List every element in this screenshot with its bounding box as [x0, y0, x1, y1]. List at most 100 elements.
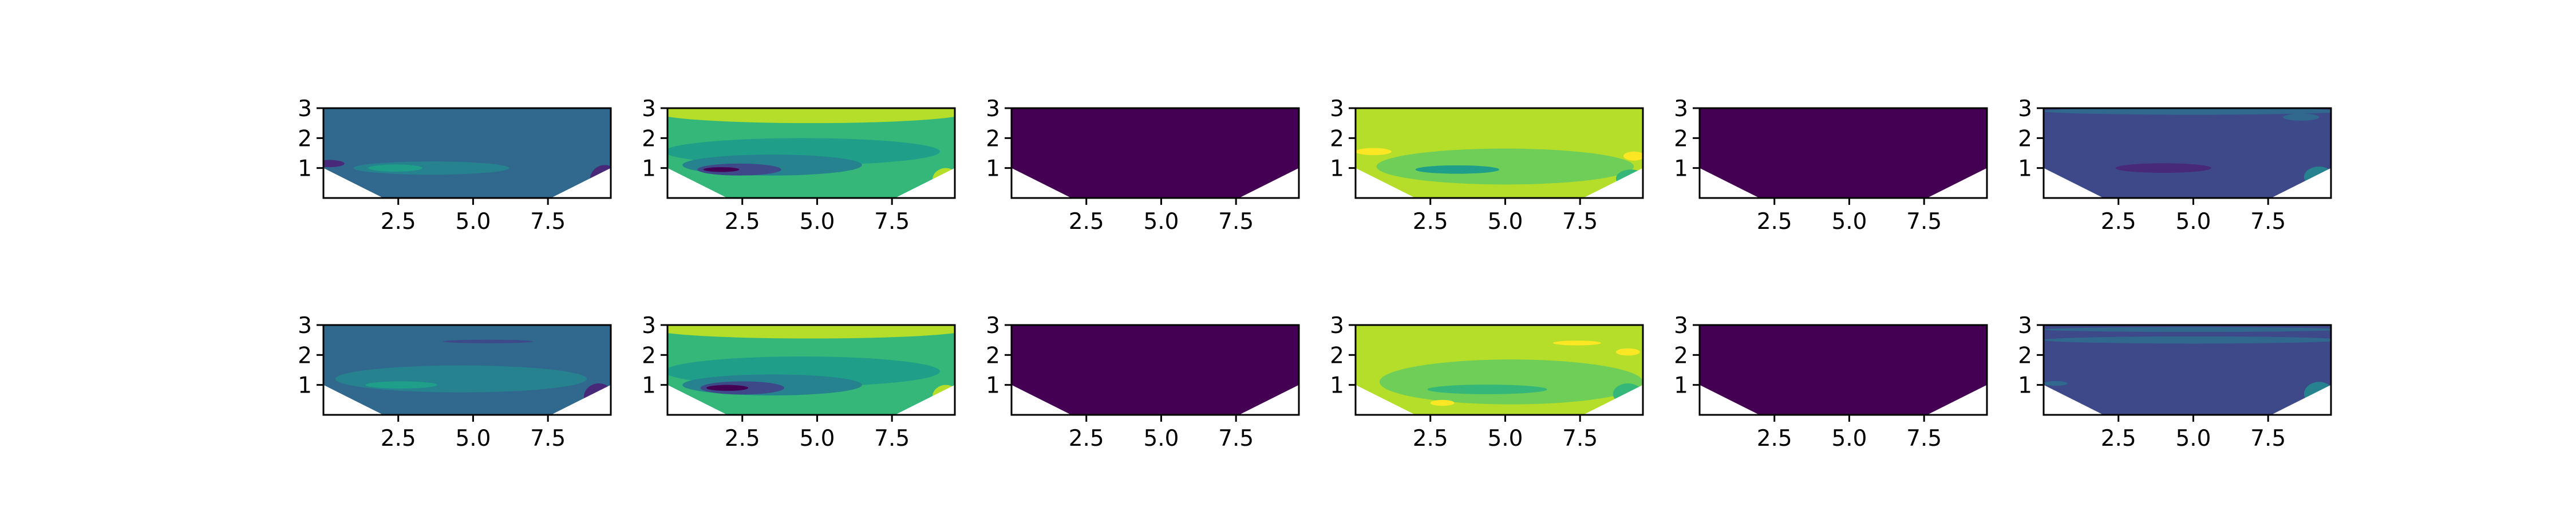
- x-tick-label: 2.5: [1757, 209, 1792, 235]
- axes-frame: [1010, 324, 1300, 416]
- contour-region: [2283, 113, 2320, 121]
- axes-frame: [1354, 324, 1644, 416]
- masked-domain-region: [667, 385, 955, 415]
- masked-domain-region: [1700, 168, 1987, 198]
- y-tick-label: 2: [1674, 126, 1688, 152]
- contour-base-level: [323, 108, 611, 198]
- contour-region: [1430, 399, 1455, 406]
- x-tick-label: 7.5: [1562, 426, 1598, 451]
- x-tick-label: 7.5: [1218, 426, 1254, 451]
- x-tick-label: 7.5: [1562, 209, 1598, 235]
- x-tick-label: 7.5: [530, 426, 566, 451]
- x-tick-label: 2.5: [381, 209, 416, 235]
- x-tick-label: 5.0: [2175, 209, 2211, 235]
- axes-frame: [1354, 107, 1644, 199]
- contour-panel-row1-col3: 2.5 5.0 7.5 1 2 3: [986, 96, 1300, 235]
- contour-region: [335, 365, 587, 393]
- y-tick-label: 3: [1330, 313, 1344, 339]
- x-tick-label: 7.5: [1906, 209, 1942, 235]
- axes-frame: [322, 107, 612, 199]
- y-tick-label: 2: [2018, 343, 2032, 369]
- x-tick-label: 2.5: [1413, 426, 1448, 451]
- y-tick-label: 2: [2018, 126, 2032, 152]
- contour-panel-row2-col2: 2.5 5.0 7.5 1 2 3: [642, 313, 956, 451]
- x-tick-label: 5.0: [1143, 426, 1179, 451]
- contour-region: [2044, 327, 2331, 332]
- contour-panel-row1-col4: 2.5 5.0 7.5 1 2 3: [1330, 96, 1644, 235]
- contour-region: [368, 164, 422, 172]
- contour-base-level: [1012, 108, 1299, 198]
- x-tick-label: 2.5: [725, 209, 760, 235]
- x-tick-label: 5.0: [1487, 426, 1523, 451]
- masked-domain-region: [1012, 168, 1299, 198]
- contour-fill: [1012, 325, 1299, 415]
- x-tick-label: 5.0: [455, 426, 491, 451]
- y-tick-label: 1: [298, 373, 312, 399]
- contour-fill: [1356, 108, 1643, 198]
- contour-base-level: [1700, 108, 1987, 198]
- axes-frame: [1698, 324, 1988, 416]
- y-tick-label: 3: [986, 313, 1000, 339]
- y-tick-label: 3: [1674, 96, 1688, 122]
- y-tick-label: 3: [1674, 313, 1688, 339]
- contour-region: [1356, 148, 1392, 156]
- masked-domain-region: [2044, 168, 2331, 198]
- y-tick-label: 1: [1330, 156, 1344, 182]
- contour-fill: [1356, 325, 1643, 415]
- axes-frame: [1010, 107, 1300, 199]
- contour-region: [1615, 348, 1640, 356]
- y-tick-label: 1: [986, 373, 1000, 399]
- x-tick-label: 5.0: [1831, 209, 1867, 235]
- masked-domain-region: [1012, 385, 1299, 415]
- contour-fill: [2044, 325, 2331, 415]
- x-tick-label: 2.5: [1069, 209, 1104, 235]
- y-tick-label: 2: [1674, 343, 1688, 369]
- contour-region: [1376, 148, 1634, 185]
- y-tick-label: 1: [642, 156, 656, 182]
- contour-region: [667, 108, 955, 124]
- panel-grid: 2.5 5.0 7.5 1 2 3 2.5 5.0 7.5 1 2 3 2.5 5.0 7.5 1 2 3 2.5 5…: [298, 96, 2332, 451]
- contour-panel-row1-col1: 2.5 5.0 7.5 1 2 3: [298, 96, 612, 235]
- x-tick-label: 2.5: [1757, 426, 1792, 451]
- x-tick-label: 5.0: [1487, 209, 1523, 235]
- y-tick-label: 2: [1330, 126, 1344, 152]
- y-tick-label: 3: [642, 96, 656, 122]
- contour-region: [443, 339, 534, 343]
- masked-domain-region: [2044, 385, 2331, 415]
- contour-fill: [323, 325, 611, 415]
- axes-frame: [666, 324, 956, 416]
- y-tick-label: 1: [2018, 373, 2032, 399]
- contour-panel-row1-col2: 2.5 5.0 7.5 1 2 3: [642, 96, 956, 235]
- contour-region: [2044, 108, 2331, 115]
- contour-fill: [1700, 325, 1987, 415]
- contour-region: [703, 167, 740, 172]
- x-tick-label: 7.5: [874, 426, 910, 451]
- contour-base-level: [1012, 325, 1299, 415]
- contour-region: [323, 160, 345, 168]
- y-tick-label: 3: [298, 313, 312, 339]
- y-tick-label: 1: [1674, 373, 1688, 399]
- masked-domain-region: [1700, 385, 1987, 415]
- masked-domain-region: [323, 168, 611, 198]
- contour-panel-row2-col3: 2.5 5.0 7.5 1 2 3: [986, 313, 1300, 451]
- contour-fill: [2044, 108, 2331, 198]
- contour-region: [1415, 165, 1500, 174]
- y-tick-label: 2: [642, 126, 656, 152]
- contour-panel-row2-col5: 2.5 5.0 7.5 1 2 3: [1674, 313, 1988, 451]
- x-tick-label: 2.5: [2101, 426, 2136, 451]
- axes-frame: [2042, 107, 2332, 199]
- contour-panel-row2-col6: 2.5 5.0 7.5 1 2 3: [2018, 313, 2332, 451]
- contour-region: [1553, 340, 1601, 346]
- contour-panel-row1-col5: 2.5 5.0 7.5 1 2 3: [1674, 96, 1988, 235]
- x-tick-label: 2.5: [381, 426, 416, 451]
- y-tick-label: 2: [1330, 343, 1344, 369]
- y-tick-label: 3: [1330, 96, 1344, 122]
- y-tick-label: 2: [642, 343, 656, 369]
- axes-frame: [1698, 107, 1988, 199]
- y-tick-label: 3: [642, 313, 656, 339]
- x-tick-label: 5.0: [799, 209, 835, 235]
- x-tick-label: 2.5: [725, 426, 760, 451]
- contour-panel-row2-col1: 2.5 5.0 7.5 1 2 3: [298, 313, 612, 451]
